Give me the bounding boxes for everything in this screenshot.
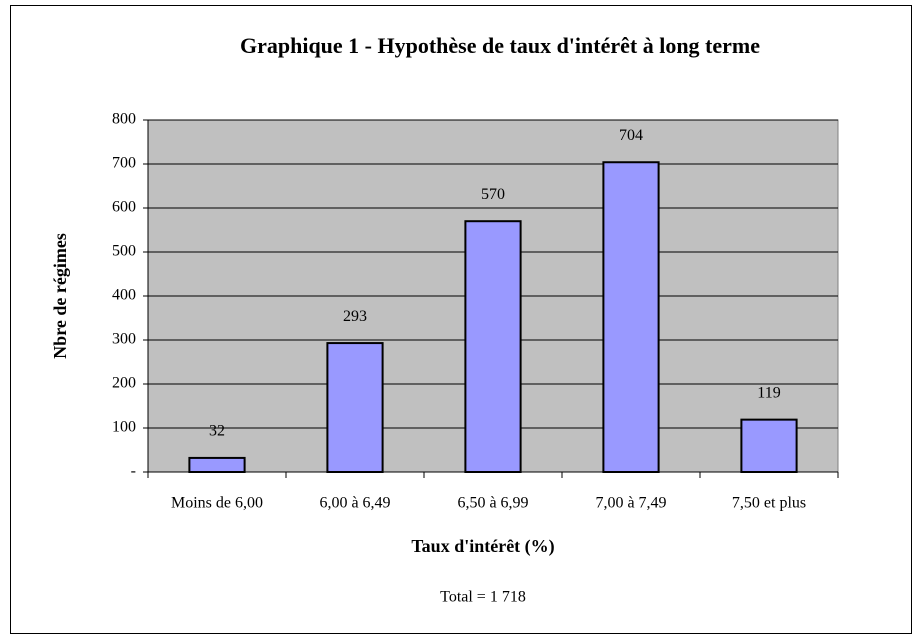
y-axis-title: Nbre de régimes	[50, 233, 70, 359]
bar	[188, 456, 246, 474]
chart-title: Graphique 1 - Hypothèse de taux d'intérê…	[240, 33, 760, 58]
x-tick-label: 6,00 à 6,49	[319, 495, 390, 512]
y-tick-label: 700	[112, 155, 136, 172]
value-label: 293	[343, 308, 367, 325]
x-axis-title: Taux d'intérêt (%)	[411, 536, 554, 557]
y-tick-label: -	[131, 463, 136, 480]
value-label: 119	[757, 384, 780, 401]
value-label: 570	[481, 186, 505, 203]
y-tick-label: 400	[112, 287, 136, 304]
x-tick-label: 7,00 à 7,49	[595, 495, 666, 512]
bar	[740, 418, 798, 474]
value-label: 704	[619, 127, 643, 144]
x-tick-label: 7,50 et plus	[732, 495, 806, 512]
x-tick-label: Moins de 6,00	[171, 495, 263, 512]
y-tick-label: 300	[112, 331, 136, 348]
y-tick-label: 100	[112, 419, 136, 436]
y-tick-label: 200	[112, 375, 136, 392]
bar	[326, 342, 384, 473]
bar	[464, 220, 522, 473]
annotation: Total = 1 718	[440, 589, 526, 606]
y-tick-label: 500	[112, 243, 136, 260]
x-tick-label: 6,50 à 6,99	[457, 495, 528, 512]
y-tick-label: 800	[112, 111, 136, 128]
y-tick-label: 600	[112, 199, 136, 216]
value-label: 32	[209, 423, 225, 440]
bar	[602, 161, 660, 474]
